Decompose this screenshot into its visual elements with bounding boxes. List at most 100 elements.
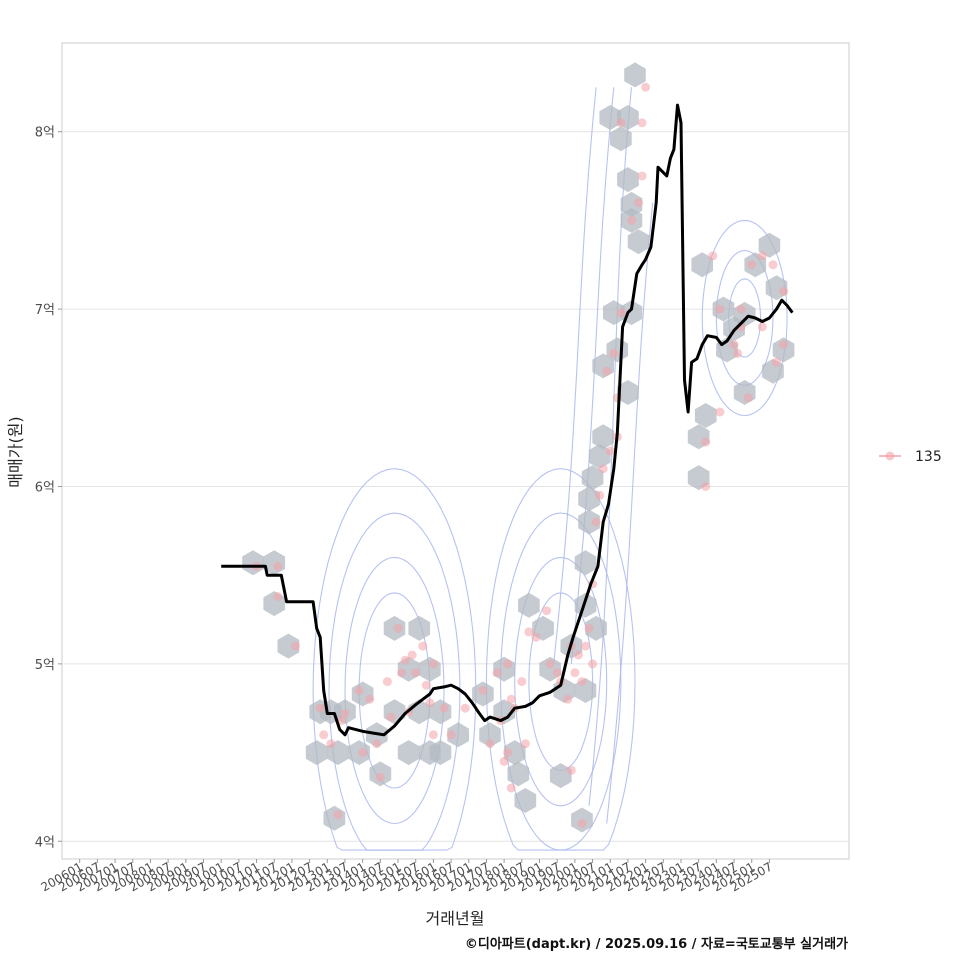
data-point	[428, 659, 438, 669]
data-point	[779, 340, 789, 350]
data-point	[602, 366, 612, 376]
data-point	[552, 668, 562, 678]
hexbin	[588, 443, 611, 469]
data-point	[779, 286, 789, 296]
data-point	[588, 659, 598, 669]
density-contour	[500, 512, 622, 851]
hexbin	[277, 633, 300, 659]
data-point	[563, 694, 573, 704]
data-point	[354, 686, 364, 695]
hexbin	[617, 380, 639, 405]
data-point	[757, 251, 767, 261]
y-tick-label: 5억	[35, 658, 55, 673]
hexbin	[581, 465, 604, 491]
hexbin	[627, 229, 650, 255]
hexbin	[305, 740, 328, 766]
hexbin	[617, 167, 639, 193]
hexbin	[624, 62, 646, 88]
y-tick-label: 6억	[35, 480, 55, 495]
data-point	[439, 703, 449, 713]
legend-label: 135	[915, 449, 942, 465]
y-tick-label: 7억	[35, 303, 55, 318]
data-point	[627, 215, 636, 225]
x-axis: 2006012006072007012007072008012008072009…	[39, 859, 775, 895]
data-point	[736, 304, 746, 314]
density-contour	[701, 219, 788, 417]
data-point	[768, 260, 778, 270]
data-point	[542, 606, 552, 616]
data-point	[520, 739, 530, 749]
data-point	[577, 677, 587, 687]
data-point	[499, 756, 509, 766]
data-point	[637, 118, 647, 128]
data-point	[591, 517, 601, 527]
hexbin	[758, 232, 781, 258]
data-point	[743, 393, 753, 403]
data-point	[372, 739, 382, 749]
data-point	[545, 659, 555, 669]
data-point	[407, 650, 417, 660]
data-point	[524, 627, 534, 637]
density-contour	[312, 468, 477, 851]
hexbin	[574, 550, 597, 576]
data-point	[616, 308, 626, 318]
hexbin	[578, 509, 600, 535]
data-point	[273, 592, 283, 601]
hexbin	[429, 740, 452, 766]
x-axis-title: 거래년월	[426, 909, 485, 928]
y-axis-title: 매매가(원)	[6, 416, 25, 487]
data-point	[566, 765, 576, 775]
density-contour	[606, 202, 654, 824]
hexbin	[518, 592, 540, 618]
data-point	[478, 686, 488, 695]
data-point	[336, 716, 346, 726]
y-axis: 4억 5억 6억 7억 8억	[35, 126, 62, 850]
data-point	[634, 198, 643, 208]
hexbin	[592, 424, 614, 450]
legend-key-point	[885, 451, 895, 461]
data-point	[428, 730, 438, 740]
hexbin	[691, 252, 713, 278]
data-point	[577, 819, 587, 828]
hexbin	[578, 486, 600, 512]
data-point	[333, 810, 343, 820]
data-point	[747, 260, 757, 270]
data-point	[460, 703, 470, 713]
density-contour	[344, 556, 445, 825]
hexbin	[408, 615, 431, 641]
hexbin	[694, 403, 717, 428]
data-point	[400, 655, 410, 665]
data-point	[733, 348, 743, 358]
data-point	[570, 668, 580, 678]
trend-line	[221, 103, 794, 737]
source-caption: ©디아파트(dapt.kr) / 2025.09.16 / 자료=국토교통부 실…	[464, 937, 848, 952]
hexbin	[549, 763, 572, 789]
scatter-points	[252, 82, 789, 828]
data-point	[573, 650, 583, 660]
gridlines	[62, 131, 849, 842]
data-point	[365, 694, 375, 704]
data-point	[506, 694, 516, 704]
data-point	[701, 482, 711, 491]
hexbin	[620, 191, 643, 217]
data-point	[715, 407, 725, 417]
hexbin	[507, 761, 530, 787]
hexbin	[514, 788, 537, 813]
data-point	[358, 748, 368, 758]
data-point	[729, 340, 739, 350]
hexbin	[503, 740, 526, 766]
data-point	[319, 730, 329, 740]
data-point	[581, 641, 590, 651]
data-point	[598, 464, 608, 474]
y-tick-label: 8억	[35, 126, 55, 141]
y-tick-label: 4억	[35, 835, 55, 850]
hexbin	[397, 740, 420, 766]
data-point	[637, 171, 647, 181]
hexbin	[447, 722, 469, 748]
data-point	[616, 118, 626, 128]
data-point	[382, 677, 392, 687]
hexbin	[599, 105, 622, 130]
plot-panel	[61, 42, 850, 860]
data-point	[290, 641, 300, 651]
data-point	[506, 783, 516, 793]
